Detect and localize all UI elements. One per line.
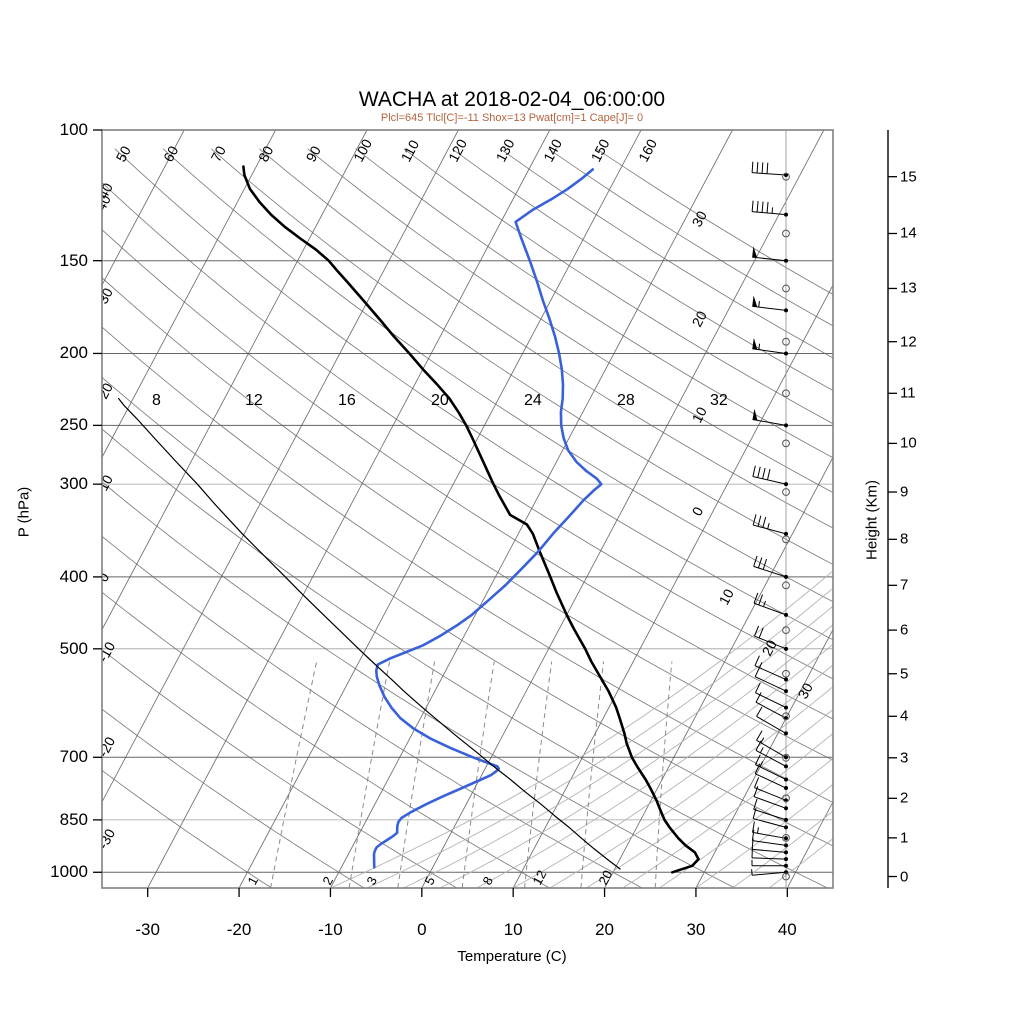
sounding-indices: Plcl=645 Tlcl[C]=-11 Shox=13 Pwat[cm]=1 … xyxy=(380,112,644,124)
height-tick-label: 6 xyxy=(900,621,909,639)
pressure-tick-label: 150 xyxy=(59,250,88,270)
pressure-tick-label: 1000 xyxy=(50,862,88,882)
height-tick-label: 4 xyxy=(900,707,909,725)
x-axis-label: Temperature (C) xyxy=(457,948,567,965)
svg-text:30: 30 xyxy=(689,208,711,229)
height-tick-label: 12 xyxy=(900,333,917,351)
height-tick-label: 0 xyxy=(900,868,909,885)
svg-text:-30: -30 xyxy=(95,826,119,852)
temperature-tick-label: -30 xyxy=(135,920,160,939)
height-tick-label: 3 xyxy=(900,749,909,767)
height-tick-label: 9 xyxy=(900,483,909,501)
height-tick-label: 14 xyxy=(900,224,917,242)
height-tick-label: 8 xyxy=(900,530,909,548)
svg-text:40: 40 xyxy=(95,180,117,201)
svg-text:-20: -20 xyxy=(95,734,119,760)
svg-text:20: 20 xyxy=(431,392,449,409)
temperature-tick-label: -20 xyxy=(226,920,252,939)
svg-text:20: 20 xyxy=(689,308,711,329)
pressure-tick-label: 200 xyxy=(59,343,88,363)
height-tick-label: 13 xyxy=(900,279,917,297)
svg-text:50: 50 xyxy=(113,143,135,164)
svg-text:10: 10 xyxy=(689,404,711,425)
temperature-tick-label: 10 xyxy=(503,920,523,939)
svg-text:16: 16 xyxy=(338,392,356,409)
pressure-tick-label: 300 xyxy=(59,474,88,494)
height-tick-label: 5 xyxy=(900,665,909,683)
svg-text:160: 160 xyxy=(635,136,660,164)
svg-text:30: 30 xyxy=(795,680,817,701)
svg-text:20: 20 xyxy=(595,868,615,888)
temperature-tick-label: 0 xyxy=(417,920,427,939)
svg-text:60: 60 xyxy=(160,143,182,164)
svg-text:8: 8 xyxy=(152,392,161,409)
svg-text:3: 3 xyxy=(363,874,380,887)
svg-text:30: 30 xyxy=(95,285,117,306)
svg-text:10: 10 xyxy=(95,472,117,493)
height-tick-label: 7 xyxy=(900,576,909,594)
pressure-tick-label: 400 xyxy=(59,566,88,586)
svg-text:24: 24 xyxy=(524,392,542,409)
svg-text:0: 0 xyxy=(689,504,707,519)
svg-text:12: 12 xyxy=(245,392,263,409)
svg-text:32: 32 xyxy=(710,392,728,409)
svg-text:100: 100 xyxy=(350,136,375,164)
page-title: WACHA at 2018-02-04_06:00:00 xyxy=(358,88,666,111)
pressure-tick-label: 250 xyxy=(59,415,88,435)
svg-text:20: 20 xyxy=(759,637,781,658)
svg-text:-10: -10 xyxy=(95,639,119,665)
svg-text:0: 0 xyxy=(95,570,113,585)
svg-text:70: 70 xyxy=(208,143,230,164)
height-tick-label: 10 xyxy=(900,434,917,452)
svg-text:130: 130 xyxy=(493,136,518,164)
pressure-tick-label: 100 xyxy=(59,120,88,139)
temperature-tick-label: 30 xyxy=(686,920,706,939)
pressure-tick-label: 500 xyxy=(59,638,88,658)
svg-text:20: 20 xyxy=(95,380,117,401)
height-tick-label: 2 xyxy=(900,789,909,807)
pressure-tick-label: 700 xyxy=(59,747,88,767)
svg-text:5: 5 xyxy=(421,874,438,887)
svg-text:10: 10 xyxy=(716,586,738,607)
temperature-tick-label: 20 xyxy=(595,920,615,939)
height-tick-label: 15 xyxy=(900,168,917,186)
svg-text:90: 90 xyxy=(303,143,325,164)
svg-text:80: 80 xyxy=(255,143,277,164)
svg-text:28: 28 xyxy=(617,392,635,409)
svg-text:110: 110 xyxy=(398,137,423,164)
svg-text:120: 120 xyxy=(445,136,470,164)
height-tick-label: 1 xyxy=(900,829,909,847)
temperature-tick-label: -10 xyxy=(318,920,343,939)
svg-text:12: 12 xyxy=(529,868,549,888)
temperature-tick-label: 40 xyxy=(777,920,797,939)
svg-text:150: 150 xyxy=(588,136,613,164)
height-tick-label: 11 xyxy=(900,384,916,402)
svg-text:2: 2 xyxy=(319,874,336,887)
pressure-tick-label: 850 xyxy=(59,809,88,829)
